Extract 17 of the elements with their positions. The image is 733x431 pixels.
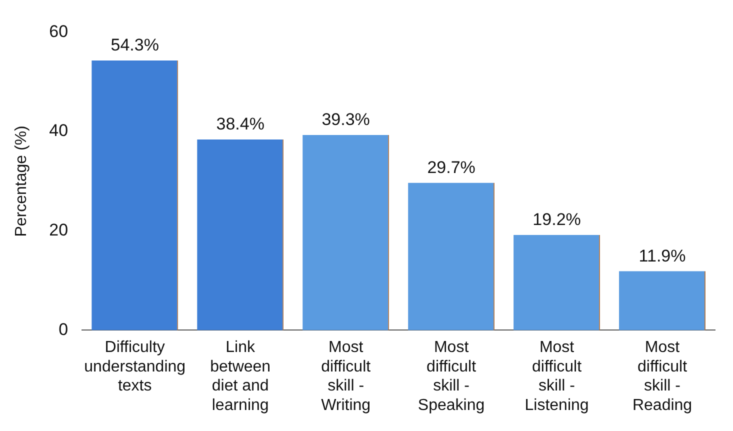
x-tick-label: Most difficult skill - Writing	[321, 339, 372, 414]
x-tick-label: Difficulty understanding texts	[84, 339, 186, 395]
x-tick-label: Most difficult skill - Reading	[632, 339, 692, 414]
x-tick-label: Most difficult skill - Speaking	[418, 339, 485, 414]
y-axis-title: Percentage (%)	[13, 126, 30, 237]
data-label: 54.3%	[110, 36, 159, 55]
data-label: 38.4%	[216, 114, 264, 134]
y-tick-label: 60	[49, 22, 68, 41]
data-label: 29.7%	[427, 158, 476, 177]
data-label: 19.2%	[532, 210, 581, 230]
x-tick-label: Link between diet and learning	[210, 339, 271, 414]
y-tick-label: 20	[49, 220, 68, 240]
data-label: 11.9%	[638, 246, 686, 266]
data-label: 39.3%	[322, 110, 370, 130]
x-tick-label: Most difficult skill - Listening	[524, 339, 589, 414]
y-tick-label: 40	[49, 121, 68, 140]
y-tick-label: 0	[58, 320, 68, 339]
